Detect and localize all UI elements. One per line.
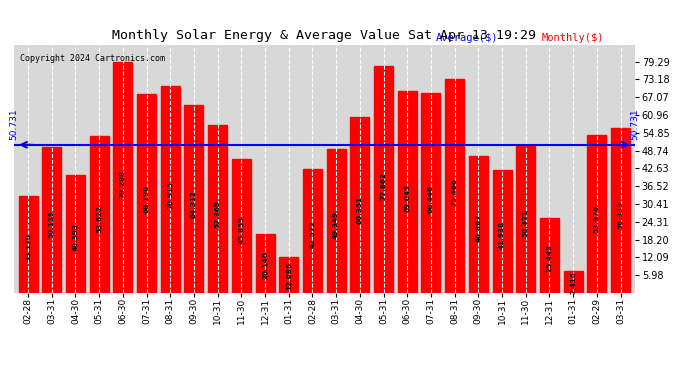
Text: 50.731: 50.731 — [9, 109, 19, 140]
Text: 50.471: 50.471 — [523, 210, 529, 237]
Bar — [374, 66, 393, 292]
Text: 68.190: 68.190 — [144, 185, 150, 213]
Text: Average($): Average($) — [436, 33, 499, 42]
Bar — [397, 92, 417, 292]
Text: 7.415: 7.415 — [570, 271, 576, 294]
Text: 64.312: 64.312 — [191, 190, 197, 218]
Bar — [208, 126, 227, 292]
Bar — [493, 170, 511, 292]
Text: 57.369: 57.369 — [215, 200, 221, 228]
Text: 56.333: 56.333 — [618, 201, 624, 229]
Text: 12.086: 12.086 — [286, 262, 292, 290]
Bar — [540, 218, 559, 292]
Bar — [351, 117, 369, 292]
Bar — [90, 136, 108, 292]
Bar — [469, 156, 488, 292]
Bar — [66, 175, 85, 292]
Text: 49.349: 49.349 — [333, 211, 339, 239]
Text: 33.170: 33.170 — [25, 233, 31, 261]
Bar — [19, 196, 37, 292]
Text: 42.572: 42.572 — [309, 220, 315, 248]
Bar — [42, 147, 61, 292]
Text: 69.045: 69.045 — [404, 184, 411, 212]
Bar — [516, 146, 535, 292]
Bar — [587, 135, 607, 292]
Bar — [326, 149, 346, 292]
Text: 73.466: 73.466 — [452, 178, 457, 206]
Text: Copyright 2024 Cartronics.com: Copyright 2024 Cartronics.com — [20, 54, 165, 63]
Text: 79.288: 79.288 — [120, 170, 126, 198]
Bar — [113, 62, 132, 292]
Text: 53.622: 53.622 — [96, 205, 102, 233]
Text: 25.442: 25.442 — [546, 244, 553, 272]
Bar — [255, 234, 275, 292]
Text: 60.351: 60.351 — [357, 196, 363, 224]
Text: 70.915: 70.915 — [167, 182, 173, 210]
Bar — [184, 105, 204, 292]
Text: 77.862: 77.862 — [381, 172, 386, 200]
Bar — [445, 79, 464, 292]
Bar — [279, 257, 298, 292]
Text: 20.140: 20.140 — [262, 251, 268, 279]
Text: 50.731: 50.731 — [630, 109, 640, 140]
Bar — [303, 168, 322, 292]
Title: Monthly Solar Energy & Average Value Sat Apr 13 19:29: Monthly Solar Energy & Average Value Sat… — [112, 30, 536, 42]
Bar — [611, 129, 630, 292]
Text: 46.867: 46.867 — [475, 214, 482, 242]
Text: 50.139: 50.139 — [49, 210, 55, 238]
Bar — [422, 93, 440, 292]
Text: 41.938: 41.938 — [499, 221, 505, 249]
Text: 68.446: 68.446 — [428, 185, 434, 213]
Bar — [232, 159, 251, 292]
Text: 40.393: 40.393 — [72, 223, 79, 251]
Text: Monthly($): Monthly($) — [542, 33, 604, 42]
Text: 53.976: 53.976 — [594, 205, 600, 233]
Bar — [137, 94, 156, 292]
Text: 45.859: 45.859 — [238, 216, 244, 244]
Bar — [161, 86, 179, 292]
Bar — [564, 271, 582, 292]
